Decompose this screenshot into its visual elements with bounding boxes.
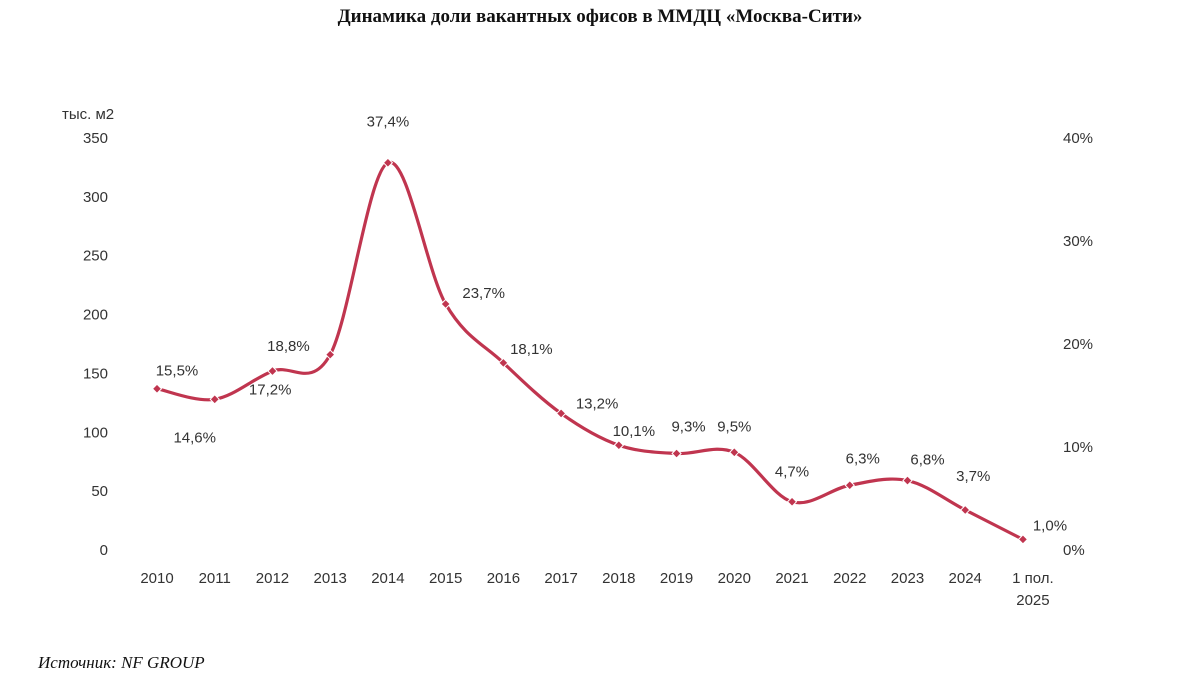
data-point <box>786 496 798 507</box>
y-tick-label: 100 <box>83 424 108 441</box>
data-point <box>151 383 163 394</box>
data-point <box>844 480 855 491</box>
data-labels: 15,5% 14,6% 18,8% 17,2% 37,4% 23,7% 18,1% 13,2%… <box>156 114 1067 535</box>
secondary-y-axis-ticks: 0% 10% 20% 30% 40% <box>1063 130 1093 559</box>
y-axis-ticks: 0 50 100 150 200 250 300 350 <box>83 130 108 559</box>
x-tick-label: 2015 <box>429 570 462 587</box>
data-label: 4,7% <box>775 464 809 481</box>
data-point <box>902 475 913 486</box>
data-point <box>382 157 394 168</box>
data-point <box>729 447 740 458</box>
y-tick-label: 50 <box>91 483 108 500</box>
data-point <box>440 298 451 310</box>
data-label: 37,4% <box>367 114 410 131</box>
x-tick-label: 2022 <box>833 570 866 587</box>
data-point <box>1017 534 1029 545</box>
data-label: 17,2% <box>249 382 292 399</box>
x-tick-label: 2016 <box>487 570 520 587</box>
x-tick-label: 2018 <box>602 570 635 587</box>
x-tick-label: 2024 <box>949 570 982 587</box>
y2-tick-label: 40% <box>1063 130 1093 147</box>
data-label: 18,8% <box>267 338 310 355</box>
source-note: Источник: NF GROUP <box>38 653 205 672</box>
data-label: 3,7% <box>956 468 990 485</box>
y-tick-label: 300 <box>83 189 108 206</box>
y-tick-label: 200 <box>83 307 108 324</box>
x-tick-label: 2013 <box>314 570 347 587</box>
data-label: 14,6% <box>173 429 216 446</box>
data-label: 1,0% <box>1033 517 1067 534</box>
x-tick-label: 2017 <box>544 570 577 587</box>
data-label: 15,5% <box>156 363 199 380</box>
data-label: 9,3% <box>671 418 705 435</box>
x-axis-ticks: 2010 2011 2012 2013 2014 2015 2016 2017 2018 2019… <box>140 570 1053 609</box>
y-tick-label: 350 <box>83 130 108 147</box>
y2-tick-label: 10% <box>1063 439 1093 456</box>
data-point <box>209 394 220 405</box>
data-label: 10,1% <box>613 423 656 440</box>
series-line <box>155 161 1025 542</box>
data-label: 13,2% <box>576 395 619 412</box>
y2-tick-label: 30% <box>1063 233 1093 250</box>
data-point <box>555 408 567 419</box>
y-tick-label: 250 <box>83 248 108 265</box>
x-tick-label: 2012 <box>256 570 289 587</box>
data-point <box>613 440 625 451</box>
data-point <box>671 448 682 459</box>
x-tick-label: 1 пол. 2025 <box>1012 570 1054 609</box>
x-tick-label: 2014 <box>371 570 404 587</box>
data-point <box>324 349 336 360</box>
data-label: 6,3% <box>846 450 880 467</box>
data-point <box>267 365 278 377</box>
data-point <box>498 357 509 369</box>
chart-title: Динамика доли вакантных офисов в ММДЦ «М… <box>337 6 863 27</box>
x-tick-label: 2023 <box>891 570 924 587</box>
x-tick-label: 2019 <box>660 570 693 587</box>
y-axis-unit-label: тыс. м2 <box>62 106 114 123</box>
y-tick-label: 150 <box>83 365 108 382</box>
x-tick-label: 2020 <box>718 570 751 587</box>
y-tick-label: 0 <box>100 542 108 559</box>
y2-tick-label: 0% <box>1063 542 1085 559</box>
data-label: 9,5% <box>717 418 751 435</box>
x-tick-label: 2011 <box>199 570 231 587</box>
data-points <box>151 157 1029 545</box>
data-label: 23,7% <box>462 285 505 302</box>
x-tick-label: 2021 <box>775 570 808 587</box>
y2-tick-label: 20% <box>1063 336 1093 353</box>
data-label: 6,8% <box>910 452 944 469</box>
data-point <box>960 504 971 516</box>
data-label: 18,1% <box>510 341 553 358</box>
x-tick-label: 2010 <box>140 570 173 587</box>
